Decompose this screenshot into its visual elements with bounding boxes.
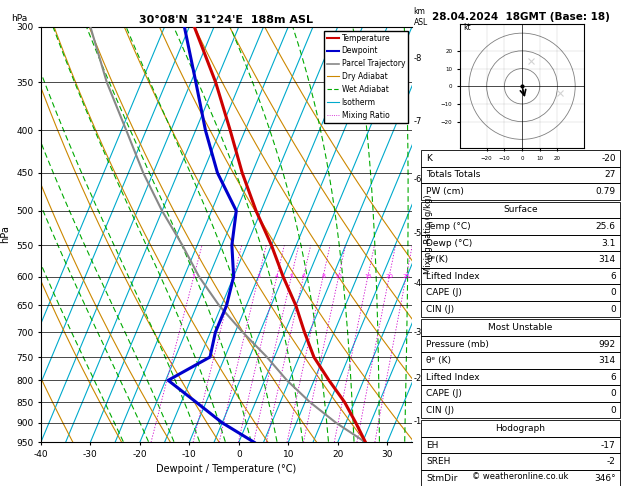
Text: © weatheronline.co.uk: © weatheronline.co.uk: [472, 472, 569, 481]
Text: -6: -6: [413, 175, 422, 184]
Text: 0: 0: [610, 389, 616, 398]
Text: -4: -4: [413, 279, 421, 288]
Text: -20: -20: [601, 154, 616, 163]
Text: 0.79: 0.79: [596, 187, 616, 196]
Text: θᵉ(K): θᵉ(K): [426, 255, 448, 264]
Text: CAPE (J): CAPE (J): [426, 288, 462, 297]
Y-axis label: hPa: hPa: [1, 226, 11, 243]
Text: 992: 992: [599, 340, 616, 348]
Text: θᵉ (K): θᵉ (K): [426, 356, 452, 365]
Text: PW (cm): PW (cm): [426, 187, 464, 196]
Text: Surface: Surface: [503, 206, 538, 214]
Text: 314: 314: [599, 356, 616, 365]
Text: 15: 15: [364, 274, 372, 279]
Text: -8: -8: [413, 54, 422, 63]
Text: -7: -7: [413, 117, 422, 126]
Text: -1: -1: [413, 417, 421, 427]
Text: Temp (°C): Temp (°C): [426, 222, 471, 231]
Text: -3: -3: [413, 328, 422, 337]
Text: 6: 6: [610, 272, 616, 280]
Text: -2: -2: [607, 457, 616, 466]
Text: -5: -5: [413, 229, 421, 238]
Text: SREH: SREH: [426, 457, 451, 466]
X-axis label: Dewpoint / Temperature (°C): Dewpoint / Temperature (°C): [157, 465, 296, 474]
Text: 346°: 346°: [594, 474, 616, 483]
Text: Totals Totals: Totals Totals: [426, 171, 481, 179]
Text: 28.04.2024  18GMT (Base: 18): 28.04.2024 18GMT (Base: 18): [431, 12, 610, 22]
Text: 0: 0: [610, 305, 616, 313]
Text: Pressure (mb): Pressure (mb): [426, 340, 489, 348]
Text: CAPE (J): CAPE (J): [426, 389, 462, 398]
Text: 6: 6: [610, 373, 616, 382]
Legend: Temperature, Dewpoint, Parcel Trajectory, Dry Adiabat, Wet Adiabat, Isotherm, Mi: Temperature, Dewpoint, Parcel Trajectory…: [324, 31, 408, 122]
Text: CIN (J): CIN (J): [426, 406, 455, 415]
Text: EH: EH: [426, 441, 439, 450]
Text: kt: kt: [464, 23, 471, 32]
Text: Most Unstable: Most Unstable: [488, 323, 553, 332]
Text: CIN (J): CIN (J): [426, 305, 455, 313]
Text: 0: 0: [610, 406, 616, 415]
Text: Lifted Index: Lifted Index: [426, 373, 480, 382]
Text: 1: 1: [192, 274, 196, 279]
Text: 6: 6: [301, 274, 306, 279]
Text: km
ASL: km ASL: [413, 7, 428, 27]
Text: Mixing Ratio (g/kg): Mixing Ratio (g/kg): [425, 195, 433, 274]
Text: 3: 3: [257, 274, 260, 279]
Text: 0: 0: [610, 288, 616, 297]
Text: 3.1: 3.1: [601, 239, 616, 247]
Text: Hodograph: Hodograph: [496, 424, 545, 433]
Text: Lifted Index: Lifted Index: [426, 272, 480, 280]
Text: 20: 20: [386, 274, 393, 279]
Text: 8: 8: [321, 274, 325, 279]
Text: 27: 27: [604, 171, 616, 179]
Text: 25.6: 25.6: [596, 222, 616, 231]
Text: Dewp (°C): Dewp (°C): [426, 239, 473, 247]
Text: -17: -17: [601, 441, 616, 450]
Text: 10: 10: [335, 274, 343, 279]
Text: 5: 5: [289, 274, 293, 279]
Text: 2: 2: [232, 274, 236, 279]
Text: StmDir: StmDir: [426, 474, 458, 483]
Text: 314: 314: [599, 255, 616, 264]
Title: 30°08'N  31°24'E  188m ASL: 30°08'N 31°24'E 188m ASL: [140, 15, 313, 25]
Text: hPa: hPa: [11, 14, 28, 22]
Text: -2: -2: [413, 374, 421, 382]
Text: 4: 4: [275, 274, 279, 279]
Text: 25: 25: [402, 274, 410, 279]
Text: K: K: [426, 154, 432, 163]
